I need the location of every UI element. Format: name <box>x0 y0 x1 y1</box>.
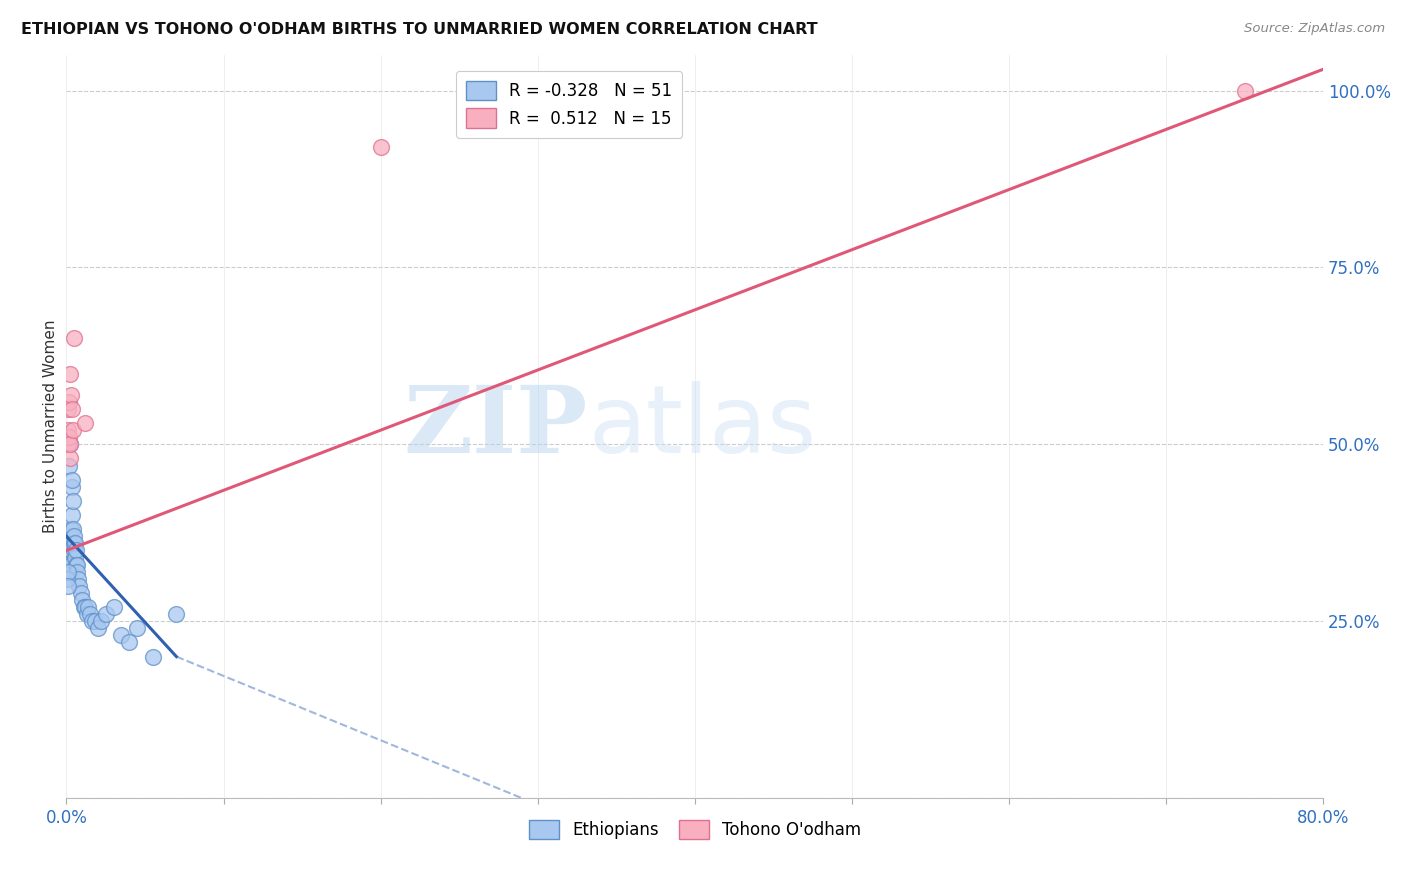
Text: atlas: atlas <box>588 381 817 473</box>
Text: Source: ZipAtlas.com: Source: ZipAtlas.com <box>1244 22 1385 36</box>
Point <box>60 508 83 522</box>
Point <box>56 579 79 593</box>
Point <box>56 423 79 437</box>
Point <box>63 550 86 565</box>
Point <box>62 480 84 494</box>
Point <box>59 437 82 451</box>
Point <box>56 572 79 586</box>
Point <box>58 437 80 451</box>
Point <box>62 522 84 536</box>
Point <box>62 536 84 550</box>
Legend: Ethiopians, Tohono O'odham: Ethiopians, Tohono O'odham <box>522 813 868 846</box>
Point <box>127 621 149 635</box>
Point <box>65 543 87 558</box>
Point <box>62 423 84 437</box>
Point <box>58 536 80 550</box>
Point <box>59 437 82 451</box>
Point <box>60 522 83 536</box>
Point <box>76 607 98 622</box>
Point <box>60 473 83 487</box>
Point <box>73 600 96 615</box>
Point <box>58 550 80 565</box>
Point <box>79 607 101 622</box>
Point <box>58 458 80 473</box>
Point <box>60 401 83 416</box>
Point <box>142 649 165 664</box>
Point <box>59 558 82 572</box>
Point <box>58 430 80 444</box>
Text: ZIP: ZIP <box>404 382 588 472</box>
Point <box>94 607 117 622</box>
Point <box>56 401 79 416</box>
Point <box>62 494 84 508</box>
Point <box>66 565 89 579</box>
Point <box>1233 83 1256 97</box>
Point <box>77 600 100 615</box>
Point <box>59 536 82 550</box>
Point <box>63 529 86 543</box>
Point <box>118 635 141 649</box>
Point <box>103 600 125 615</box>
Point <box>67 572 90 586</box>
Point <box>65 558 87 572</box>
Point <box>58 529 80 543</box>
Point <box>75 600 97 615</box>
Point <box>370 140 392 154</box>
Point <box>63 536 86 550</box>
Point <box>87 621 110 635</box>
Point <box>56 565 79 579</box>
Point <box>60 388 83 402</box>
Point <box>90 614 112 628</box>
Point <box>56 558 79 572</box>
Point <box>70 593 93 607</box>
Point <box>59 543 82 558</box>
Point <box>165 607 187 622</box>
Point <box>58 451 80 466</box>
Point <box>110 628 132 642</box>
Point <box>59 367 82 381</box>
Point <box>80 614 103 628</box>
Point <box>60 543 83 558</box>
Text: ETHIOPIAN VS TOHONO O'ODHAM BIRTHS TO UNMARRIED WOMEN CORRELATION CHART: ETHIOPIAN VS TOHONO O'ODHAM BIRTHS TO UN… <box>21 22 818 37</box>
Point <box>83 614 105 628</box>
Point <box>66 558 89 572</box>
Point <box>58 550 80 565</box>
Point <box>63 331 86 345</box>
Point <box>56 543 79 558</box>
Point <box>75 416 97 430</box>
Y-axis label: Births to Unmarried Women: Births to Unmarried Women <box>44 320 58 533</box>
Point <box>67 579 90 593</box>
Point <box>58 565 80 579</box>
Point <box>69 586 91 600</box>
Point <box>63 543 86 558</box>
Point <box>58 395 80 409</box>
